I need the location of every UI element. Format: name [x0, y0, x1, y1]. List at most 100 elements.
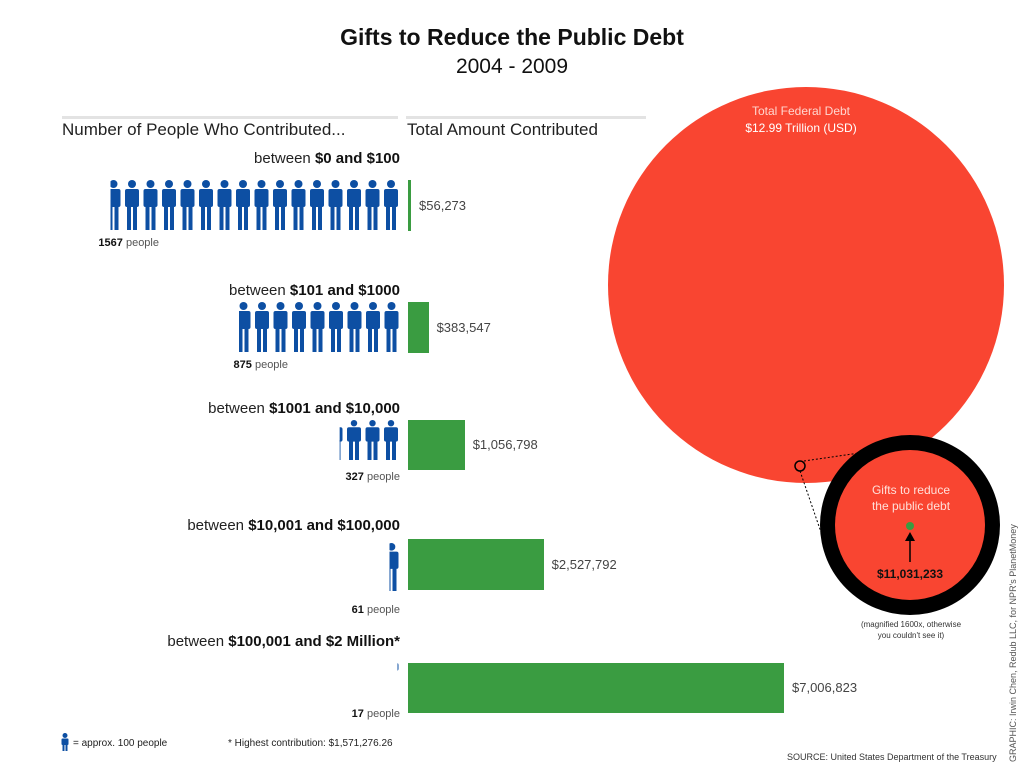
- person-icon: [310, 180, 324, 230]
- people-icon-group: [339, 420, 398, 460]
- person-icon: [110, 180, 121, 230]
- gifts-circle-label-line2: the public debt: [872, 499, 951, 513]
- range-label: between $1001 and $10,000: [0, 400, 400, 417]
- amount-label: $383,547: [436, 319, 491, 335]
- people-count-value: 61: [351, 604, 364, 616]
- amount-label: $2,527,792: [551, 556, 617, 572]
- person-icon: [384, 302, 398, 352]
- right-header-rule: [406, 116, 646, 119]
- person-icon: [254, 302, 269, 352]
- chart-title: Gifts to Reduce the Public Debt: [340, 24, 684, 50]
- person-icon: [273, 302, 287, 352]
- people-count: 61 people: [352, 604, 400, 616]
- amount-label: $56,273: [419, 197, 467, 213]
- range-prefix: between: [187, 517, 249, 534]
- range-prefix: between: [229, 282, 290, 299]
- person-icon: [236, 180, 250, 230]
- debt-circle-label: Total Federal Debt: [752, 104, 851, 118]
- icon-legend: = approx. 100 people: [73, 738, 168, 749]
- person-icon: [273, 180, 287, 230]
- graphic-credit: GRAPHIC: Irwin Chen, Redub LLC, for NPR'…: [1008, 524, 1018, 762]
- gifts-circle-label-line1: Gifts to reduce: [872, 483, 950, 497]
- total-federal-debt-circle: [608, 87, 1004, 483]
- people-icon-group: [389, 543, 398, 591]
- people-count-value: 875: [233, 359, 252, 371]
- person-icon: [396, 663, 398, 671]
- person-icon: [254, 180, 269, 230]
- people-count: 875 people: [234, 359, 288, 371]
- person-icon: [365, 302, 380, 352]
- person-icon: [125, 180, 139, 230]
- people-unit: people: [366, 471, 400, 483]
- person-icon: [347, 420, 361, 460]
- person-icon: [310, 302, 324, 352]
- people-icon-group: [238, 302, 398, 352]
- range-value: $10,001 and $100,000: [248, 517, 400, 534]
- chart-subtitle: 2004 - 2009: [455, 55, 569, 78]
- gifts-circle-value: $11,031,233: [877, 567, 943, 581]
- person-icon: [339, 427, 343, 460]
- people-count-value: 1567: [98, 237, 123, 249]
- people-icon-group: [396, 663, 398, 671]
- gifts-arrow-head: [905, 532, 915, 541]
- amount-bar: [408, 420, 465, 470]
- range-prefix: between: [167, 633, 229, 650]
- people-unit: people: [366, 604, 400, 616]
- person-icon: [389, 543, 398, 591]
- person-icon: [291, 180, 306, 230]
- callout-line-bottom: [799, 470, 825, 542]
- range-value: $101 and $1000: [289, 282, 400, 299]
- people-unit: people: [366, 708, 400, 720]
- person-icon: [61, 733, 69, 751]
- magnification-note-line1: (magnified 1600x, otherwise: [861, 620, 962, 629]
- range-label: between $10,001 and $100,000: [0, 517, 400, 534]
- amount-label: $1,056,798: [472, 437, 538, 452]
- people-count-value: 17: [351, 708, 364, 720]
- magnify-source-marker: [794, 460, 806, 472]
- person-icon: [328, 302, 343, 352]
- amount-bar: [408, 180, 412, 231]
- person-icon: [291, 302, 306, 352]
- people-count: 1567 people: [98, 237, 159, 249]
- debt-circle-value: $12.99 Trillion (USD): [745, 121, 856, 135]
- person-icon: [384, 420, 398, 460]
- person-icon: [238, 302, 250, 352]
- range-label: between $101 and $1000: [0, 282, 400, 299]
- people-count-value: 327: [345, 471, 364, 483]
- people-icon-group: [110, 180, 398, 230]
- people-count: 327 people: [346, 471, 400, 483]
- footnote: * Highest contribution: $1,571,276.26: [228, 738, 393, 749]
- person-icon: [199, 180, 213, 230]
- callout-line-top: [803, 449, 881, 462]
- people-count: 17 people: [352, 708, 400, 720]
- amount-column-header: Total Amount Contributed: [407, 120, 598, 139]
- range-value: $0 and $100: [314, 150, 400, 167]
- range-value: $1001 and $10,000: [269, 400, 400, 417]
- person-icon: [180, 180, 195, 230]
- range-label: between $0 and $100: [0, 150, 400, 167]
- source-note: SOURCE: United States Department of the …: [787, 752, 997, 762]
- person-icon: [328, 180, 343, 230]
- person-icon: [384, 180, 398, 230]
- people-unit: people: [254, 359, 288, 371]
- person-icon: [365, 180, 380, 230]
- person-icon: [162, 180, 176, 230]
- person-icon: [347, 180, 361, 230]
- range-prefix: between: [208, 400, 270, 417]
- person-icon: [365, 420, 380, 460]
- person-icon: [217, 180, 232, 230]
- range-value: $100,001 and $2 Million*: [228, 633, 400, 650]
- gifts-dot: [906, 522, 914, 530]
- person-icon: [143, 180, 158, 230]
- range-label: between $100,001 and $2 Million*: [0, 633, 400, 650]
- person-icon: [347, 302, 361, 352]
- amount-bar: [408, 302, 429, 353]
- people-column-header: Number of People Who Contributed...: [62, 120, 346, 139]
- amount-bar: [408, 539, 544, 590]
- amount-bar: [408, 663, 784, 713]
- magnification-note-line2: you couldn't see it): [878, 631, 945, 640]
- range-prefix: between: [254, 150, 315, 167]
- amount-label: $7,006,823: [792, 680, 858, 695]
- people-unit: people: [125, 237, 159, 249]
